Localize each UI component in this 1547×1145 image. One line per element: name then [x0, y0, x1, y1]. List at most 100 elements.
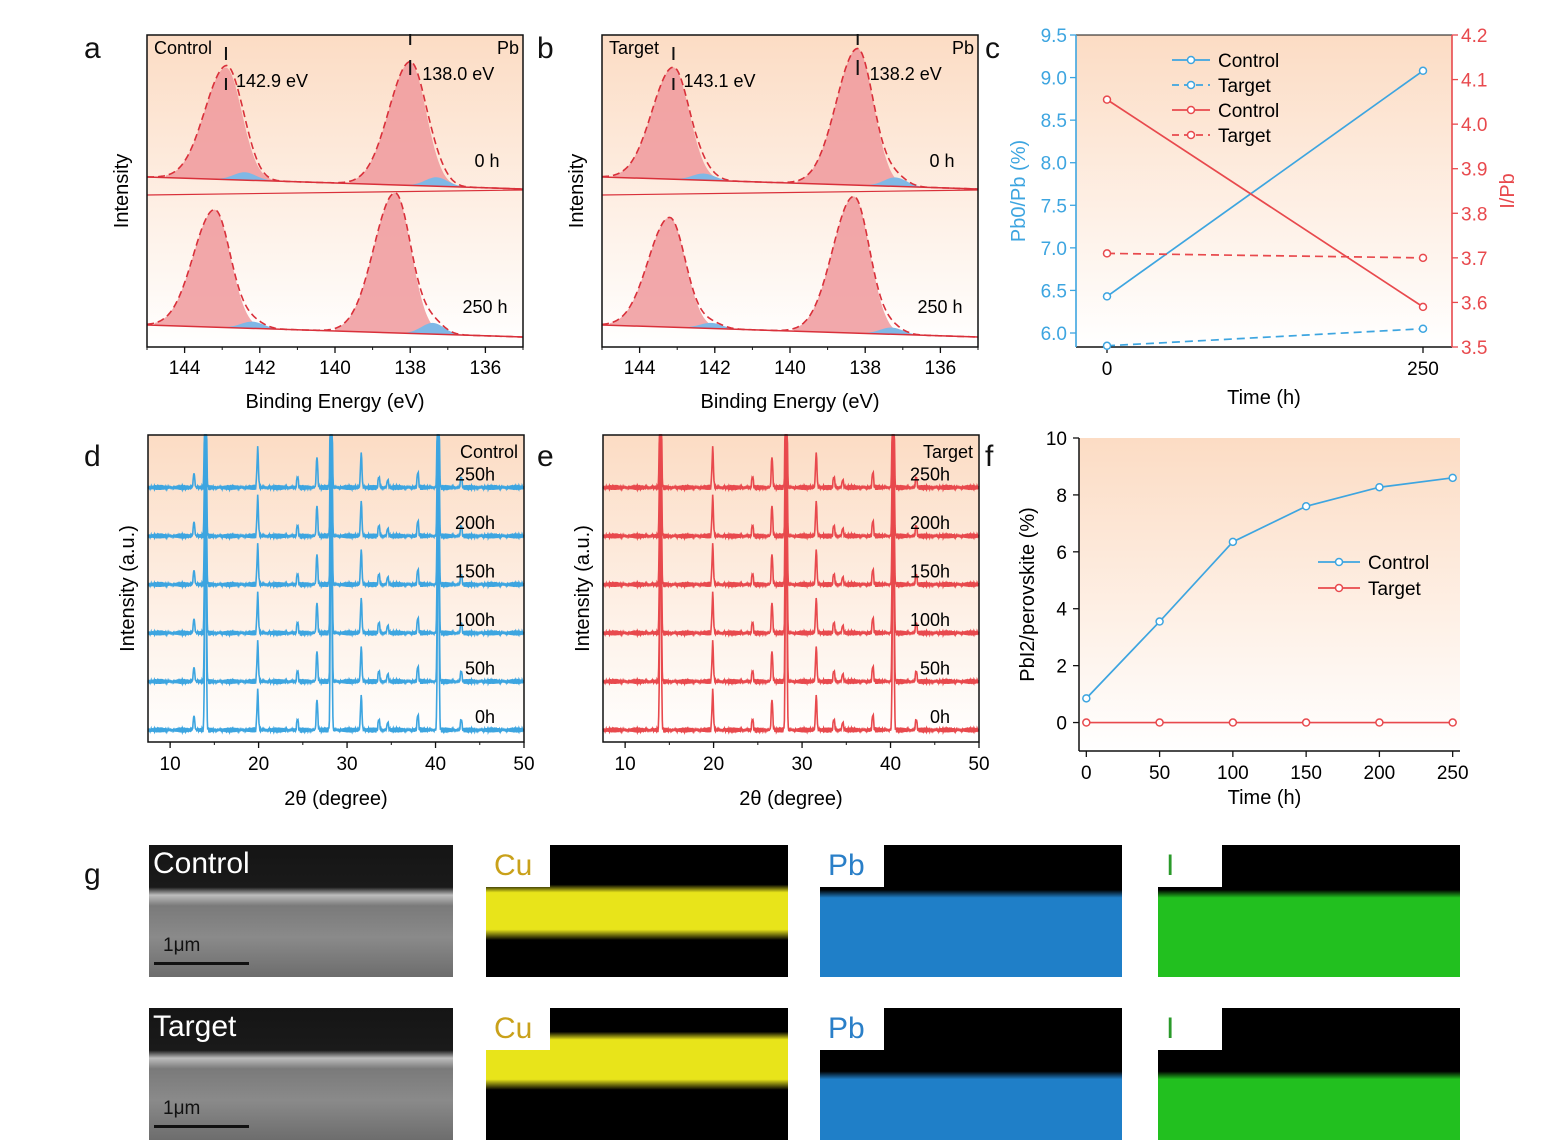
x-tick-label: 150 — [1290, 763, 1322, 784]
x-tick-label: 100 — [1217, 763, 1249, 784]
series-line-1 — [1106, 327, 1424, 347]
envelope-0h — [601, 47, 978, 190]
sem-image: Target 1μm — [149, 1008, 453, 1140]
trace-label: 0 h — [929, 151, 954, 171]
legend-marker — [1186, 105, 1196, 115]
y-tick-label: 4 — [1056, 600, 1067, 621]
baseline-0h — [146, 176, 524, 190]
x-tick-label: 50 — [968, 754, 989, 775]
data-point — [1418, 302, 1428, 312]
x-tick-label: 140 — [774, 358, 806, 379]
y-right-tick-label: 4.2 — [1461, 26, 1487, 47]
x-tick-label: 10 — [615, 754, 636, 775]
shoulder-fill-1 — [402, 177, 469, 188]
peak-label: 142.9 eV — [236, 71, 308, 91]
trace-label: 150h — [455, 562, 495, 582]
trace-label: 250h — [910, 465, 950, 485]
trace-label: 100h — [910, 610, 950, 630]
data-point — [1155, 617, 1164, 626]
y-left-tick-label: 7.5 — [1041, 196, 1067, 217]
y-left-tick-label: 8.5 — [1041, 111, 1067, 132]
eds-map-pb: Pb — [820, 1008, 1122, 1140]
data-point — [1418, 324, 1428, 333]
legend-label: Target — [1368, 579, 1422, 600]
element-label: Pb — [820, 1008, 884, 1050]
eds-map-i: I — [1158, 845, 1460, 977]
y-right-tick-label: 3.7 — [1461, 249, 1487, 270]
x-axis-label: Binding Energy (eV) — [701, 391, 880, 413]
panel-label-e: e — [537, 440, 554, 473]
ratio-vs-time-chart: 6.0 6.5 7.0 7.5 8.0 8.5 9.0 9.5 3.5 3.6 3.7 3.8 3.9 4… — [1008, 26, 1519, 409]
xrd-trace-100h — [602, 434, 980, 639]
scale-bar — [154, 962, 249, 965]
y-left-tick-label: 6.5 — [1041, 281, 1067, 302]
xrd-trace-100h — [147, 434, 525, 639]
eds-map-i: I — [1158, 1008, 1460, 1140]
xps-chart-control: 0 h 250 h 144 142 140 138 136 Binding Energy (e… — [111, 34, 524, 413]
y-left-tick-label: 9.5 — [1041, 26, 1067, 47]
legend-label: Control — [1218, 101, 1279, 122]
y-right-tick-label: 3.8 — [1461, 204, 1487, 225]
peak-label: 138.0 eV — [422, 64, 494, 84]
eds-map-cu: Cu — [486, 1008, 788, 1140]
xrd-trace-250h — [602, 434, 980, 493]
y-right-tick-label: 4.0 — [1461, 115, 1487, 136]
corner-label-left: Target — [609, 38, 659, 58]
x-axis-label: Binding Energy (eV) — [246, 391, 425, 413]
y-left-tick-label: 7.0 — [1041, 239, 1067, 260]
y-tick-label: 2 — [1056, 657, 1067, 678]
series-line-2 — [1106, 98, 1424, 308]
trace-label: 250 h — [917, 297, 962, 317]
y-tick-label: 10 — [1046, 429, 1067, 450]
legend-label: Control — [1218, 51, 1279, 72]
baseline-250h — [601, 324, 979, 338]
panel-label-c: c — [985, 32, 1000, 65]
sem-label: Target — [153, 1010, 237, 1043]
x-axis-label: Time (h) — [1227, 387, 1301, 409]
trace-label: 0h — [930, 707, 950, 727]
x-tick-label: 40 — [880, 754, 901, 775]
trace-label: 0 h — [474, 151, 499, 171]
y-axis-label: Intensity (a.u.) — [572, 525, 594, 652]
y-axis-label: Intensity (a.u.) — [117, 525, 139, 652]
x-axis-label: 2θ (degree) — [739, 788, 842, 810]
sem-image: Control 1μm — [149, 845, 453, 977]
x-tick-label: 144 — [169, 358, 201, 379]
x-tick-label: 0 — [1081, 763, 1092, 784]
corner-label-right: Pb — [497, 38, 519, 58]
x-tick-label: 140 — [319, 358, 351, 379]
x-tick-label: 250 — [1437, 763, 1469, 784]
x-axis-label: Time (h) — [1228, 787, 1302, 809]
series-line-3 — [1106, 252, 1424, 259]
x-tick-label: 144 — [624, 358, 656, 379]
envelope-250h — [146, 192, 523, 338]
x-tick-label: 20 — [703, 754, 724, 775]
xrd-trace-150h — [602, 434, 980, 590]
x-tick-label: 136 — [925, 358, 957, 379]
xrd-trace-150h — [147, 434, 525, 590]
eds-map-cu: Cu — [486, 845, 788, 977]
corner-label: Target — [923, 442, 973, 462]
trace-separator — [601, 189, 979, 196]
envelope-0h — [147, 60, 523, 190]
envelope-250h — [601, 195, 978, 338]
data-point — [1102, 341, 1112, 351]
data-point — [1102, 292, 1112, 301]
data-point — [1102, 249, 1112, 258]
x-tick-label: 20 — [248, 754, 269, 775]
series-line-Control — [1085, 476, 1453, 699]
plot-background — [1079, 438, 1460, 751]
y-right-tick-label: 3.9 — [1461, 160, 1487, 181]
element-label: I — [1158, 845, 1222, 887]
corner-label-right: Pb — [952, 38, 974, 58]
data-point — [1375, 718, 1384, 727]
data-point — [1228, 718, 1238, 727]
xps-chart-target: 0 h 250 h 144 142 140 138 136 Binding Energy (e… — [566, 34, 979, 413]
data-point — [1301, 718, 1311, 727]
peak-fill-250h-1 — [335, 192, 448, 335]
data-point — [1418, 66, 1428, 76]
y-axis-label: Intensity — [111, 154, 133, 228]
trace-label: 250h — [455, 465, 495, 485]
x-tick-label: 136 — [470, 358, 502, 379]
legend-marker — [1186, 130, 1196, 140]
